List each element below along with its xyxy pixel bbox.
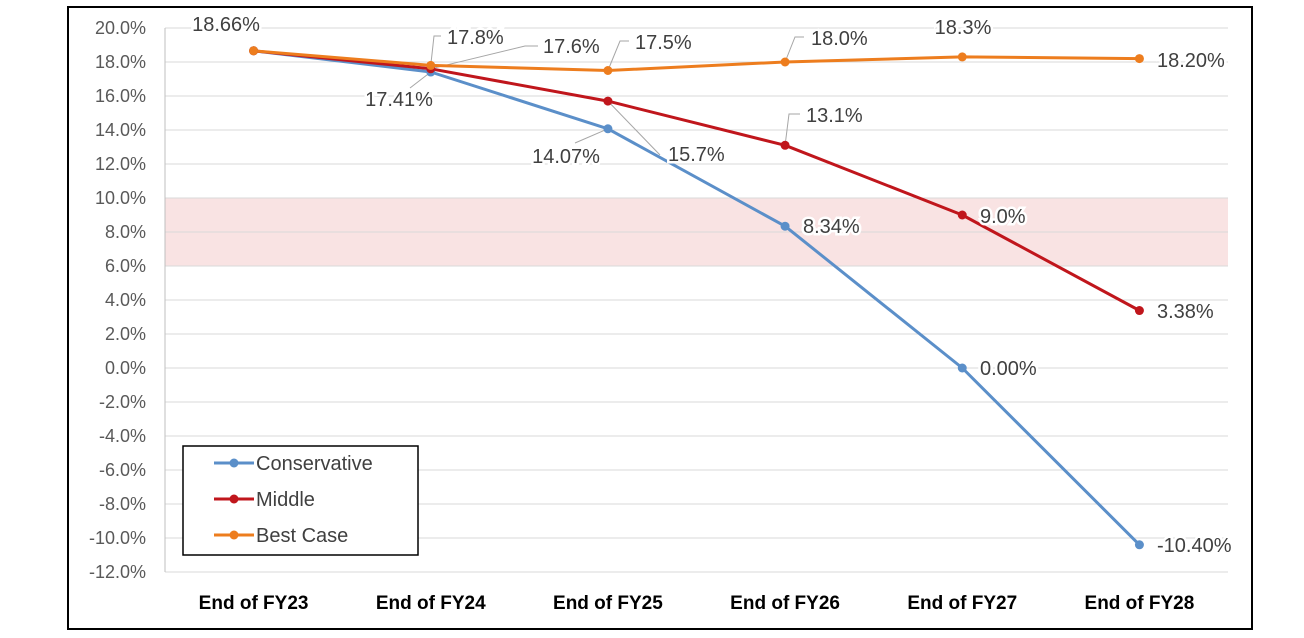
data-label-middle: 9.0%	[980, 206, 1026, 228]
data-point-conservative	[603, 124, 613, 134]
series-line-middle	[253, 49, 1141, 312]
y-tick-label: -12.0%	[89, 562, 146, 582]
y-tick-label: 18.0%	[95, 52, 146, 72]
y-tick-label: -4.0%	[99, 426, 146, 446]
data-point-conservative	[1134, 540, 1144, 550]
data-label-conservative: 17.41%	[365, 89, 433, 111]
legend-label-best-case: Best Case	[256, 525, 348, 547]
x-category-label: End of FY24	[376, 593, 486, 614]
data-label-middle: 15.7%	[668, 144, 725, 166]
data-label-middle: 3.38%	[1157, 301, 1214, 323]
data-point-middle	[780, 140, 790, 150]
data-label-conservative: -10.40%	[1157, 535, 1232, 557]
legend-marker-conservative	[229, 458, 239, 468]
y-tick-label: 20.0%	[95, 18, 146, 38]
data-label-leader	[430, 35, 441, 66]
y-tick-label: 16.0%	[95, 86, 146, 106]
y-tick-label: -8.0%	[99, 494, 146, 514]
y-tick-label: 12.0%	[95, 154, 146, 174]
x-category-label: End of FY25	[553, 593, 663, 614]
data-label-leader	[607, 100, 661, 156]
data-label-leader	[784, 36, 804, 63]
data-point-best-case	[1134, 54, 1144, 64]
data-label-leader	[784, 113, 800, 146]
y-tick-label: 8.0%	[105, 222, 146, 242]
y-tick-label: -6.0%	[99, 460, 146, 480]
x-category-label: End of FY27	[907, 593, 1017, 614]
data-label-middle: 13.1%	[806, 105, 863, 127]
data-label-middle: 17.6%	[543, 36, 600, 58]
data-label-leader	[430, 45, 538, 70]
data-label-conservative: 14.07%	[532, 146, 600, 168]
y-tick-label: 2.0%	[105, 324, 146, 344]
data-label-conservative: 8.34%	[803, 216, 860, 238]
y-tick-label: -2.0%	[99, 392, 146, 412]
legend-marker-best-case	[229, 530, 239, 540]
data-label-best-case: 17.5%	[635, 32, 692, 54]
data-label-best-case: 17.8%	[447, 27, 504, 49]
x-category-label: End of FY28	[1085, 593, 1195, 614]
x-category-label: End of FY26	[730, 593, 840, 614]
data-point-best-case	[780, 57, 790, 67]
series-line-best-case	[253, 49, 1140, 72]
y-tick-label: 6.0%	[105, 256, 146, 276]
data-label-leader	[574, 128, 609, 144]
y-tick-label: -10.0%	[89, 528, 146, 548]
data-point-best-case	[957, 52, 967, 62]
y-tick-label: 10.0%	[95, 188, 146, 208]
data-point-middle	[1134, 306, 1144, 316]
legend-marker-middle	[229, 494, 239, 504]
data-label-best-case: 18.0%	[811, 28, 868, 50]
data-point-middle	[957, 210, 967, 220]
data-label-conservative: 0.00%	[980, 358, 1037, 380]
data-point-best-case	[603, 66, 613, 75]
data-label-leader	[607, 40, 629, 71]
x-category-label: End of FY23	[199, 593, 309, 614]
y-tick-label: 0.0%	[105, 358, 146, 378]
series-line-conservative	[253, 49, 1141, 546]
chart-frame	[67, 6, 1253, 630]
data-point-conservative	[957, 363, 967, 373]
data-point-best-case	[249, 46, 259, 56]
data-label-best-case: 18.3%	[935, 17, 992, 39]
data-point-best-case	[426, 60, 436, 70]
legend-label-middle: Middle	[256, 489, 315, 511]
legend-label-conservative: Conservative	[256, 453, 373, 475]
data-point-middle	[603, 96, 613, 106]
y-tick-label: 4.0%	[105, 290, 146, 310]
data-label-conservative: 18.66%	[192, 14, 260, 36]
y-tick-label: 14.0%	[95, 120, 146, 140]
data-point-conservative	[780, 221, 790, 231]
data-label-best-case: 18.20%	[1157, 50, 1225, 72]
